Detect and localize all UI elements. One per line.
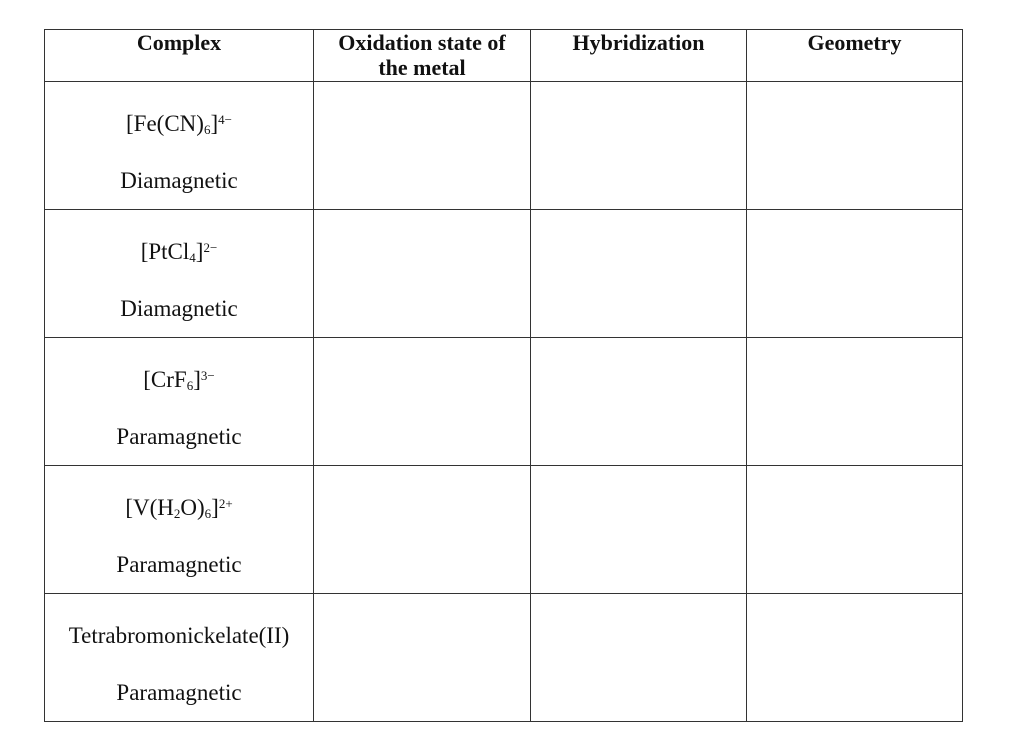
- header-label-line: Oxidation state of: [338, 30, 506, 55]
- complex-formula: [CrF6]3−: [45, 367, 313, 393]
- hybridization-cell[interactable]: [530, 465, 747, 594]
- formula-part: Tetrabromonickelate(II): [68, 623, 290, 648]
- oxidation-state-cell[interactable]: [313, 209, 531, 338]
- geometry-cell[interactable]: [746, 337, 963, 466]
- formula-part: 4−: [218, 112, 232, 127]
- header-label: Hybridization: [572, 30, 705, 55]
- formula-part: 4: [189, 250, 196, 265]
- formula-part: O): [180, 495, 205, 520]
- formula-part: ]: [195, 239, 204, 264]
- complex-cell: [PtCl4]2− Diamagnetic: [44, 209, 314, 338]
- formula-part: ]: [210, 111, 219, 136]
- magnetism-label: Paramagnetic: [116, 424, 242, 449]
- header-geometry: Geometry: [746, 29, 963, 82]
- complex-formula: Tetrabromonickelate(II): [45, 623, 313, 649]
- formula-part: [Fe(CN): [126, 111, 204, 136]
- complex-table: Complex Oxidation state of the metal Hyb…: [44, 29, 963, 722]
- magnetism-label: Paramagnetic: [116, 552, 242, 577]
- magnetism-label: Diamagnetic: [120, 296, 238, 321]
- table-row: Tetrabromonickelate(II) Paramagnetic: [44, 593, 963, 722]
- magnetism-label: Paramagnetic: [116, 680, 242, 705]
- header-oxidation-state: Oxidation state of the metal: [313, 29, 531, 82]
- hybridization-cell[interactable]: [530, 337, 747, 466]
- table-row: [CrF6]3− Paramagnetic: [44, 337, 963, 466]
- geometry-cell[interactable]: [746, 465, 963, 594]
- formula-part: 2: [173, 506, 181, 521]
- formula-part: 3−: [200, 368, 215, 383]
- formula-part: 6: [203, 122, 211, 137]
- complex-formula: [Fe(CN)6]4−: [45, 111, 313, 137]
- oxidation-state-cell[interactable]: [313, 465, 531, 594]
- header-row: Complex Oxidation state of the metal Hyb…: [44, 29, 963, 82]
- magnetism-label: Diamagnetic: [120, 168, 238, 193]
- hybridization-cell[interactable]: [530, 593, 747, 722]
- hybridization-cell[interactable]: [530, 209, 747, 338]
- formula-part: 6: [204, 506, 212, 521]
- header-hybridization: Hybridization: [530, 29, 747, 82]
- table-row: [Fe(CN)6]4− Diamagnetic: [44, 81, 963, 210]
- geometry-cell[interactable]: [746, 81, 963, 210]
- complex-formula: [PtCl4]2−: [45, 239, 313, 265]
- table-row: [V(H2O)6]2+ Paramagnetic: [44, 465, 963, 594]
- formula-part: ]: [211, 495, 219, 520]
- oxidation-state-cell[interactable]: [313, 337, 531, 466]
- complex-cell: Tetrabromonickelate(II) Paramagnetic: [44, 593, 314, 722]
- formula-part: 6: [186, 378, 194, 393]
- complex-formula: [V(H2O)6]2+: [45, 495, 313, 521]
- complex-cell: [CrF6]3− Paramagnetic: [44, 337, 314, 466]
- formula-part: ]: [193, 367, 201, 392]
- complex-cell: [Fe(CN)6]4− Diamagnetic: [44, 81, 314, 210]
- formula-part: [CrF: [143, 367, 187, 392]
- header-label-line: the metal: [378, 55, 466, 80]
- table-row: [PtCl4]2− Diamagnetic: [44, 209, 963, 338]
- geometry-cell[interactable]: [746, 593, 963, 722]
- hybridization-cell[interactable]: [530, 81, 747, 210]
- header-label: Geometry: [807, 30, 902, 55]
- formula-part: [PtCl: [140, 239, 190, 264]
- oxidation-state-cell[interactable]: [313, 593, 531, 722]
- complex-cell: [V(H2O)6]2+ Paramagnetic: [44, 465, 314, 594]
- formula-part: 2−: [203, 240, 218, 255]
- formula-part: 2+: [218, 496, 233, 511]
- header-complex: Complex: [44, 29, 314, 82]
- oxidation-state-cell[interactable]: [313, 81, 531, 210]
- geometry-cell[interactable]: [746, 209, 963, 338]
- header-label: Complex: [136, 30, 222, 55]
- formula-part: [V(H: [125, 495, 174, 520]
